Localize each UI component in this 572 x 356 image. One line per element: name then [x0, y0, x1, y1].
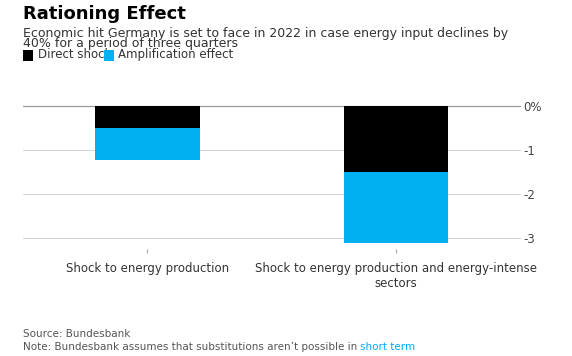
Bar	[344, 106, 448, 172]
Text: Rationing Effect: Rationing Effect	[23, 5, 186, 23]
Text: Shock to energy production: Shock to energy production	[66, 262, 229, 276]
Text: Source: Bundesbank: Source: Bundesbank	[23, 329, 130, 339]
Bar	[95, 128, 200, 160]
Text: Note: Bundesbank assumes that substitutions aren’t possible in: Note: Bundesbank assumes that substituti…	[23, 342, 360, 352]
Text: Amplification effect: Amplification effect	[118, 48, 233, 61]
Bar	[95, 106, 200, 128]
Text: Economic hit Germany is set to face in 2022 in case energy input declines by: Economic hit Germany is set to face in 2…	[23, 27, 508, 40]
Text: 40% for a period of three quarters: 40% for a period of three quarters	[23, 37, 238, 51]
Text: short term: short term	[360, 342, 415, 352]
Text: Shock to energy production and energy-intense
sectors: Shock to energy production and energy-in…	[255, 262, 537, 290]
Bar	[344, 172, 448, 244]
Text: Direct shock: Direct shock	[38, 48, 111, 61]
